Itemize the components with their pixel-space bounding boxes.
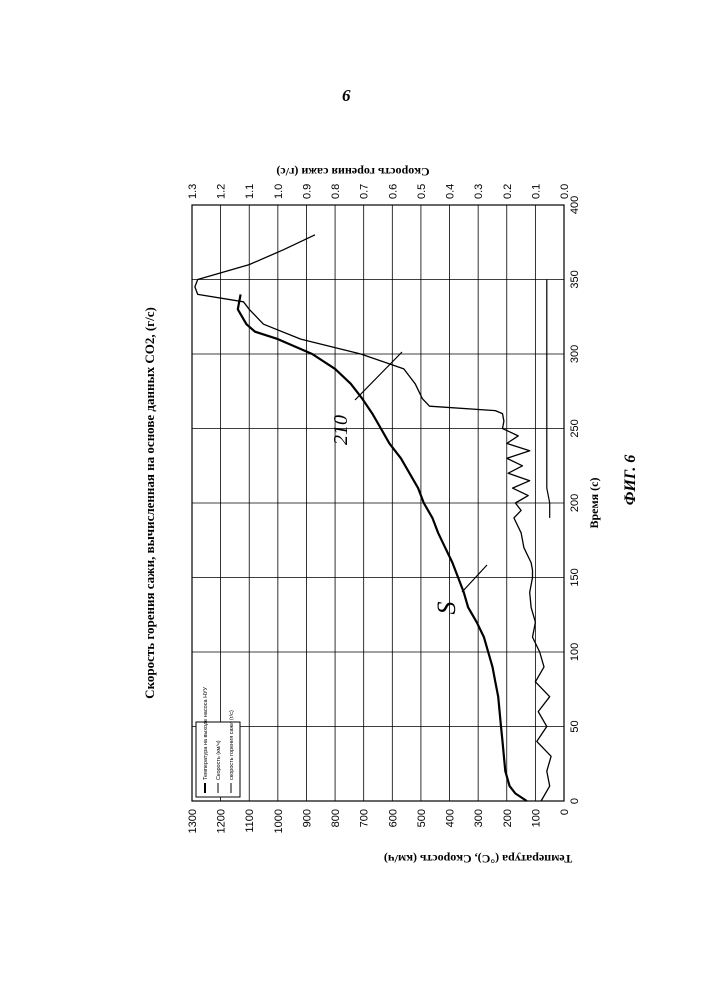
x-tick-label: 150 [569, 568, 581, 586]
figure-label: ФИГ. 6 [622, 455, 639, 506]
y-right-tick-label: 0.3 [473, 184, 485, 199]
x-tick-label: 100 [569, 643, 581, 661]
y-right-tick-label: 0.7 [359, 184, 371, 199]
y-axis-label: Температура (°С), Скорость (км/ч) [384, 852, 572, 866]
chart-ticks: 0100200300400500600700800900100011001200… [187, 184, 581, 834]
y-right-tick-label: 0.6 [387, 184, 399, 199]
annotation-210: 210 [330, 415, 352, 445]
y-right-tick-label: 0.8 [330, 184, 342, 199]
x-tick-label: 400 [569, 196, 581, 214]
y-tick-label: 1000 [273, 809, 285, 833]
series-line [238, 294, 527, 801]
y-tick-label: 700 [359, 809, 371, 827]
x-tick-label: 50 [569, 720, 581, 732]
series-line [195, 235, 551, 801]
series-line [547, 280, 550, 518]
y-tick-label: 800 [330, 809, 342, 827]
x-tick-label: 350 [569, 270, 581, 288]
annotation-210-leader [355, 352, 402, 400]
legend-label: Температура на выходе насоса НУУ [203, 686, 209, 780]
y-right-tick-label: 0.5 [416, 184, 428, 199]
y-tick-label: 300 [473, 809, 485, 827]
y-right-tick-label: 0.2 [502, 184, 514, 199]
x-tick-label: 0 [569, 798, 581, 804]
legend-label: Скорость (км/ч) [216, 740, 222, 780]
chart-grid [192, 205, 564, 801]
y-right-tick-label: 1.1 [244, 184, 256, 199]
y-right-tick-label: 1.3 [187, 184, 199, 199]
y-tick-label: 100 [530, 809, 542, 827]
y-right-tick-label: 0.9 [301, 184, 313, 199]
y-tick-label: 1300 [187, 809, 199, 833]
y-tick-label: 1100 [244, 809, 256, 833]
y-tick-label: 400 [445, 809, 457, 827]
y-tick-label: 600 [387, 809, 399, 827]
y-right-axis-label: Скорость горения сажи (г/с) [276, 165, 429, 179]
y-right-tick-label: 1.0 [273, 184, 285, 199]
x-tick-label: 300 [569, 345, 581, 363]
x-tick-label: 250 [569, 419, 581, 437]
legend-label: скорость горения сажи (г/с) [229, 710, 235, 780]
y-tick-label: 1200 [216, 809, 228, 833]
y-tick-label: 0 [559, 809, 571, 815]
chart-title: Скорость горения сажи, вычисленная на ос… [142, 307, 157, 699]
x-tick-label: 200 [569, 494, 581, 512]
annotation-s-leader [462, 565, 487, 592]
chart-annotations: 210 S [330, 352, 487, 615]
annotation-s: S [432, 602, 461, 615]
y-right-tick-label: 1.2 [216, 184, 228, 199]
chart-series [195, 235, 551, 801]
y-tick-label: 500 [416, 809, 428, 827]
chart-legend: Температура на выходе насоса НУУ Скорость… [196, 686, 240, 797]
y-tick-label: 900 [301, 809, 313, 827]
y-tick-label: 200 [502, 809, 514, 827]
x-axis-label: Время (с) [587, 478, 601, 529]
y-right-tick-label: 0.1 [530, 184, 542, 199]
y-right-tick-label: 0.4 [445, 184, 457, 199]
